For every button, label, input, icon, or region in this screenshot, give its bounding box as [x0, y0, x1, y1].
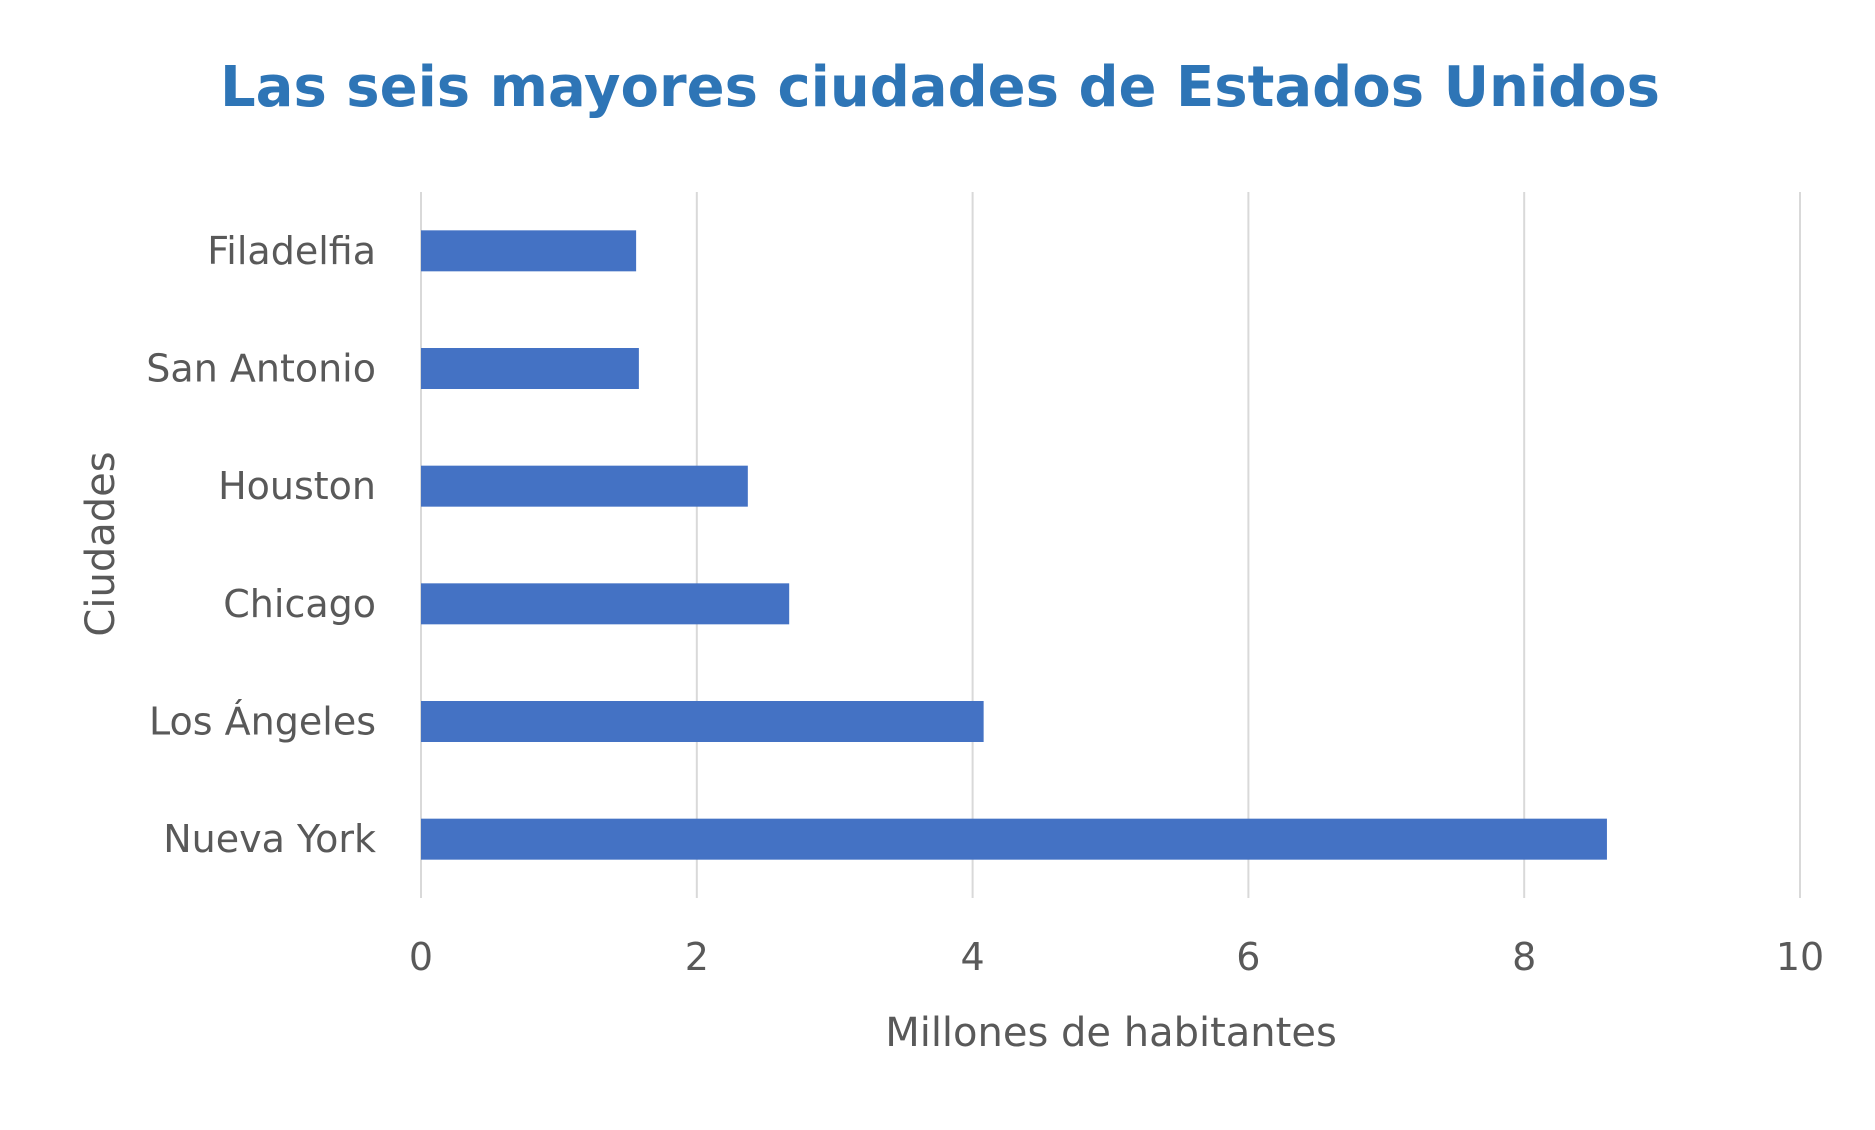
- bar: [421, 348, 639, 389]
- x-tick-label: 0: [409, 935, 433, 979]
- bar: [421, 583, 790, 625]
- bar: [421, 230, 637, 272]
- category-label: Nueva York: [163, 817, 376, 861]
- bar: [421, 701, 984, 742]
- x-tick-labels: 0 2 4 6 8 10: [409, 935, 1824, 979]
- chart-title: Las seis mayores ciudades de Estados Uni…: [220, 55, 1660, 120]
- category-labels: Nueva York Los Ángeles Chicago Houston San A…: [146, 229, 376, 861]
- x-tick-label: 6: [1236, 935, 1260, 979]
- bar: [421, 818, 1607, 860]
- x-tick-label: 2: [685, 935, 709, 979]
- category-label: Chicago: [223, 582, 376, 626]
- category-label: Filadelfia: [207, 229, 376, 273]
- category-label: San Antonio: [146, 347, 376, 391]
- category-label: Houston: [218, 464, 376, 508]
- y-axis-label: Ciudades: [78, 451, 124, 636]
- x-tick-label: 4: [961, 935, 985, 979]
- bars: [421, 230, 1607, 860]
- x-tick-label: 10: [1776, 935, 1824, 979]
- gridlines: [420, 192, 1801, 898]
- x-tick-label: 8: [1512, 935, 1536, 979]
- category-label: Los Ángeles: [149, 700, 376, 744]
- bar: [421, 465, 748, 507]
- x-axis-label: Millones de habitantes: [885, 1010, 1337, 1056]
